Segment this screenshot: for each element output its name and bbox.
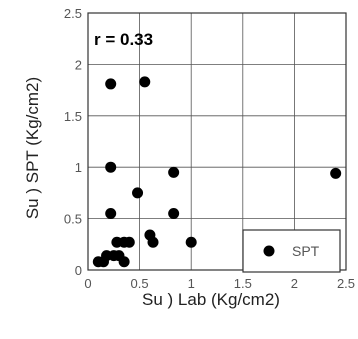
data-point-0-12 [132, 187, 144, 199]
data-point-0-13 [139, 76, 151, 88]
y-tick-label-4: 2 [75, 57, 82, 72]
y-tick-label-0: 0 [75, 263, 82, 278]
legend: SPT [242, 229, 341, 273]
legend-marker-spt [263, 245, 275, 257]
x-tick-label-5: 2.5 [337, 276, 355, 291]
y-tick-label-3: 1.5 [64, 109, 82, 124]
plot-area [87, 12, 347, 271]
y-axis-label: Su ) SPT (Kg/cm2) [23, 77, 42, 219]
x-tick-label-1: 0.5 [131, 276, 149, 291]
x-tick-label-0: 0 [84, 276, 91, 291]
data-point-0-16 [168, 166, 180, 178]
data-point-0-4 [105, 161, 117, 173]
x-axis-label: Su ) Lab (Kg/cm2) [142, 290, 280, 309]
data-point-0-10 [118, 256, 130, 268]
data-points [92, 76, 342, 268]
x-tick-label-4: 2 [291, 276, 298, 291]
y-tick-label-2: 1 [75, 160, 82, 175]
legend-box [242, 229, 341, 273]
y-axis-ticks: 0 0.5 1 1.5 2 2.5 [64, 6, 82, 278]
data-point-0-3 [105, 207, 117, 219]
y-tick-label-1: 0.5 [64, 212, 82, 227]
legend-label-spt: SPT [292, 243, 320, 259]
data-point-0-11 [123, 236, 135, 248]
x-tick-label-3: 1.5 [234, 276, 252, 291]
x-axis-ticks: 0 0.5 1 1.5 2 2.5 [84, 276, 355, 291]
data-point-0-17 [168, 207, 180, 219]
data-point-0-18 [185, 236, 197, 248]
data-point-0-15 [147, 236, 159, 248]
data-point-0-5 [105, 78, 117, 90]
y-tick-label-5: 2.5 [64, 6, 82, 21]
x-tick-label-2: 1 [188, 276, 195, 291]
correlation-annotation: r = 0.33 [94, 30, 153, 49]
data-point-0-19 [330, 167, 342, 179]
